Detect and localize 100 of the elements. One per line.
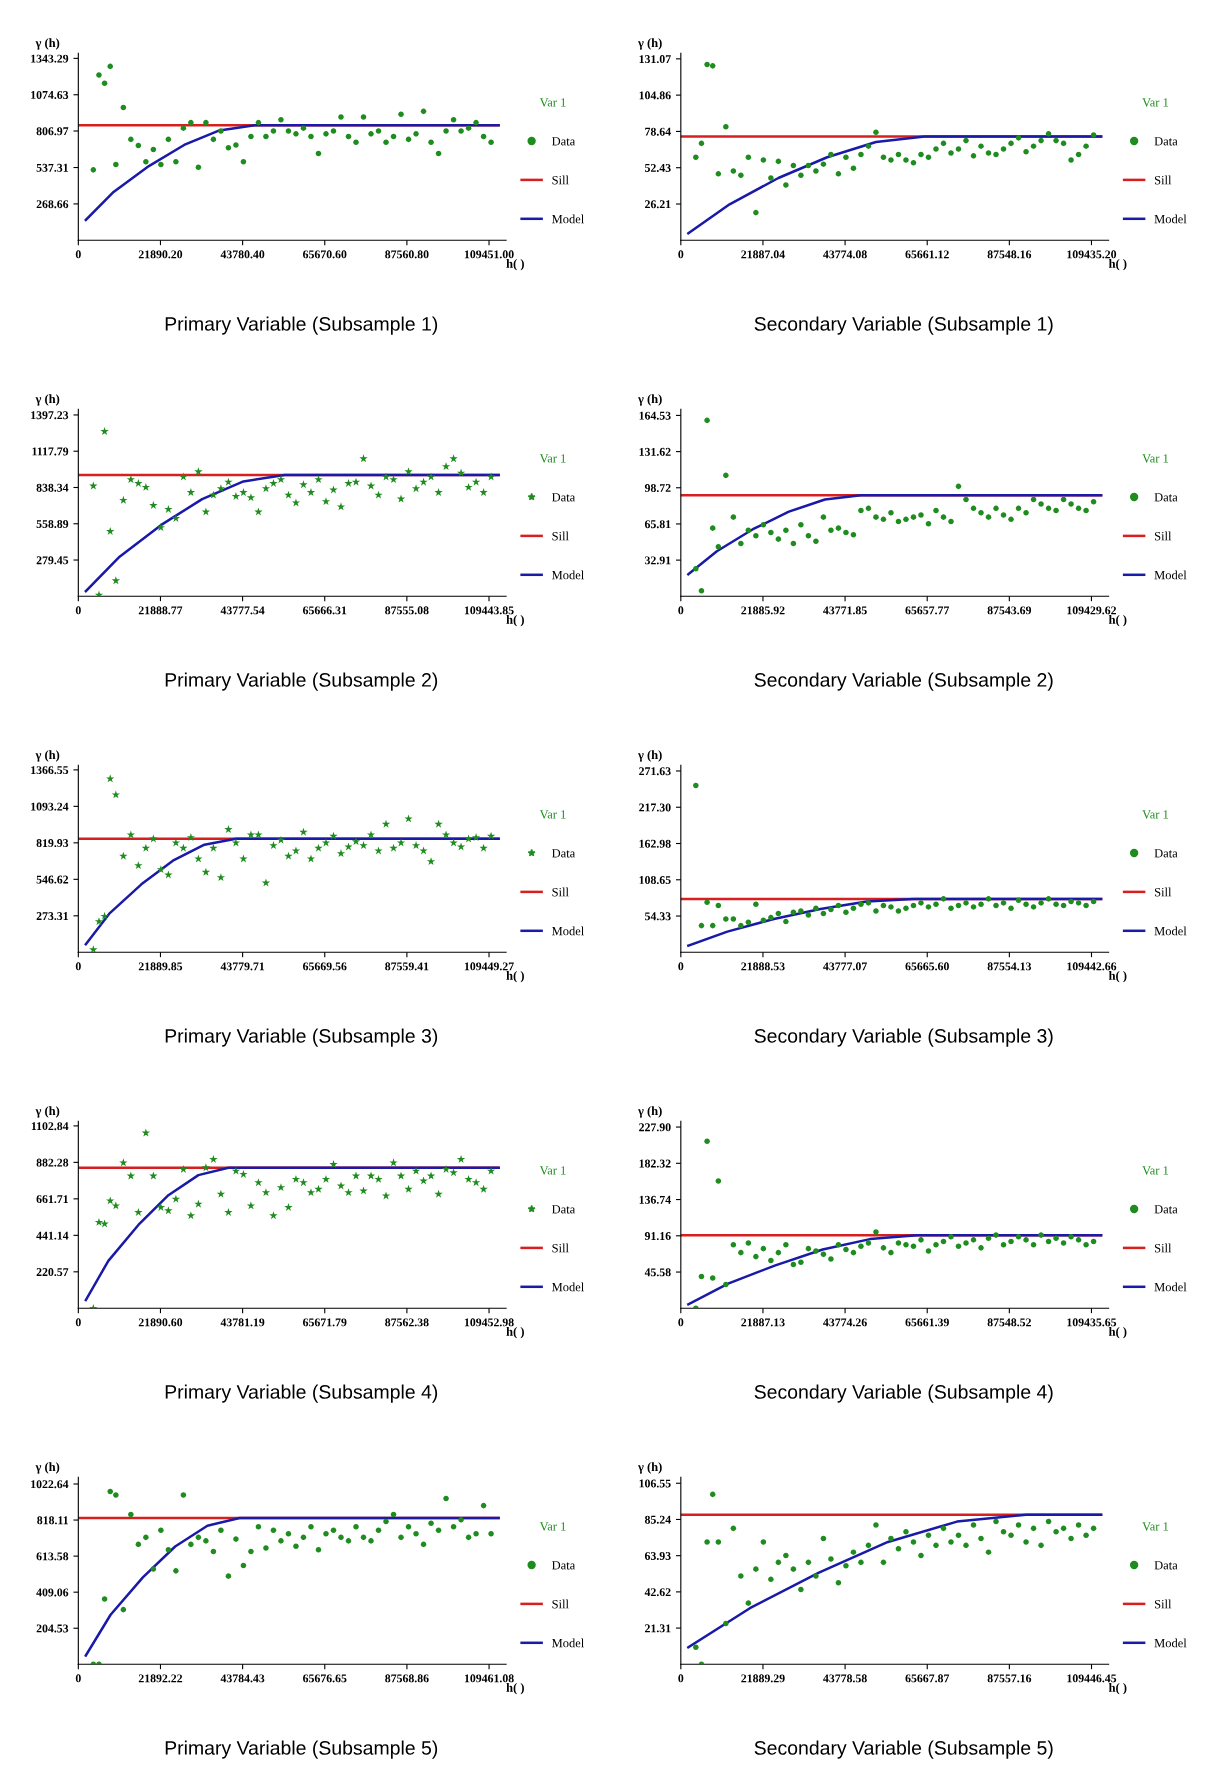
x-tick-label: 65671.79 [303,1318,347,1327]
y-tick-label: 558.89 [36,520,69,529]
y-tick-label: 818.11 [37,1516,68,1525]
y-axis-title: γ (h) [35,750,60,762]
legend-label: Sill [552,175,569,185]
y-tick-label: 806.97 [36,127,69,136]
legend-title: Var 1 [539,98,566,107]
x-axis-title: h( ) [1108,970,1127,983]
text: Secondary Variable (Subsample 4) [754,1384,1053,1403]
y-tick-label: 1117.79 [32,447,69,456]
y-axis-title: γ (h) [637,1106,662,1118]
y-tick-label: 32.91 [644,556,671,565]
x-tick-label: 21889.85 [138,962,183,971]
y-tick-label: 537.31 [36,163,68,172]
x-tick-label: 87555.08 [385,606,429,615]
x-tick-label: 65669.56 [303,962,347,971]
y-tick-label: 409.06 [36,1588,69,1597]
x-tick-label: 65667.87 [905,1674,950,1683]
legend-title: Var 1 [539,810,566,819]
x-tick-label: 87557.16 [987,1674,1032,1683]
y-tick-label: 162.98 [639,839,671,848]
legend-label: Sill [1154,531,1172,541]
x-tick-label: 43784.43 [220,1674,265,1683]
y-axis-title: γ (h) [637,394,662,406]
x-tick-label: 21892.22 [138,1674,183,1683]
y-tick-label: 279.45 [36,556,69,565]
y-tick-label: 1366.55 [31,766,69,775]
y-axis-title: γ (h) [637,750,662,762]
y-tick-label: 182.32 [639,1159,671,1168]
y-tick-label: 108.65 [639,876,671,885]
x-tick-label: 21885.92 [741,606,785,615]
legend-title: Var 1 [539,454,566,463]
x-tick-label: 0 [75,962,81,971]
x-tick-label: 0 [678,1674,684,1683]
y-axis-title: γ (h) [637,38,662,50]
legend-title: Var 1 [1142,1522,1169,1531]
x-tick-label: 87562.38 [385,1318,429,1327]
x-tick-label: 0 [678,962,684,971]
x-tick-label: 65665.60 [905,962,949,971]
legend-label: Model [551,1638,585,1648]
y-axis-title: γ (h) [35,394,60,406]
x-axis-title: h( ) [1108,614,1127,627]
y-tick-label: 52.43 [645,163,671,172]
y-tick-label: 42.62 [644,1588,671,1597]
x-tick-label: 109435.20 [1067,250,1117,259]
legend-label: Data [1154,1205,1178,1214]
x-tick-label: 65661.12 [905,250,949,259]
text: Primary Variable (Subsample 1) [165,316,438,335]
legend-label: Sill [552,1243,569,1253]
text: Primary Variable (Subsample 2) [165,672,438,691]
x-tick-label: 0 [678,1318,684,1327]
y-tick-label: 217.30 [639,803,671,812]
text: Primary Variable (Subsample 3) [165,1028,438,1047]
x-tick-label: 21890.60 [138,1318,183,1327]
x-tick-label: 21888.53 [741,962,785,971]
x-tick-label: 65657.77 [905,606,950,615]
x-tick-label: 0 [75,1318,81,1327]
x-tick-label: 21889.29 [741,1674,785,1683]
text: Secondary Variable (Subsample 2) [754,672,1053,691]
legend-title: Var 1 [539,1166,566,1175]
x-tick-label: 0 [678,250,684,259]
legend-label: Sill [552,531,569,541]
legend-title: Var 1 [1142,1166,1169,1175]
legend-label: Sill [1154,175,1172,185]
x-axis-title: h( ) [506,614,524,627]
legend-label: Data [551,849,576,858]
x-tick-label: 43781.19 [220,1318,265,1327]
legend-label: Sill [1154,1599,1172,1609]
x-axis-title: h( ) [506,258,524,271]
x-axis-title: h( ) [1108,1326,1127,1339]
legend-label: Model [1154,926,1187,936]
legend-label: Model [1154,570,1187,580]
text: Primary Variable (Subsample 4) [165,1384,438,1403]
x-tick-label: 0 [75,1674,81,1683]
y-tick-label: 1093.24 [31,802,69,811]
x-tick-label: 87554.13 [987,962,1032,971]
y-tick-label: 819.93 [36,839,69,848]
x-tick-label: 43777.07 [823,962,867,971]
legend-label: Model [551,570,585,580]
text: Secondary Variable (Subsample 5) [754,1740,1053,1759]
y-tick-label: 546.62 [36,875,69,884]
x-axis-title: h( ) [506,1326,524,1339]
x-tick-label: 43778.58 [823,1674,867,1683]
y-tick-label: 63.93 [644,1551,671,1560]
x-tick-label: 109446.45 [1067,1674,1117,1683]
x-tick-label: 87559.41 [385,962,429,971]
legend-label: Model [551,214,585,224]
y-tick-label: 164.53 [639,411,671,420]
legend-label: Data [551,1561,576,1570]
legend-label: Sill [552,887,569,897]
y-tick-label: 104.86 [639,91,671,100]
x-tick-label: 21887.13 [741,1318,785,1327]
y-tick-label: 273.31 [36,912,68,921]
y-tick-label: 78.64 [645,127,671,136]
text: Secondary Variable (Subsample 3) [754,1028,1053,1047]
x-axis-title: h( ) [506,970,524,983]
x-tick-label: 21888.77 [138,606,183,615]
y-tick-label: 268.66 [36,200,69,209]
x-tick-label: 65676.65 [303,1674,347,1683]
x-tick-label: 109443.85 [464,606,514,615]
